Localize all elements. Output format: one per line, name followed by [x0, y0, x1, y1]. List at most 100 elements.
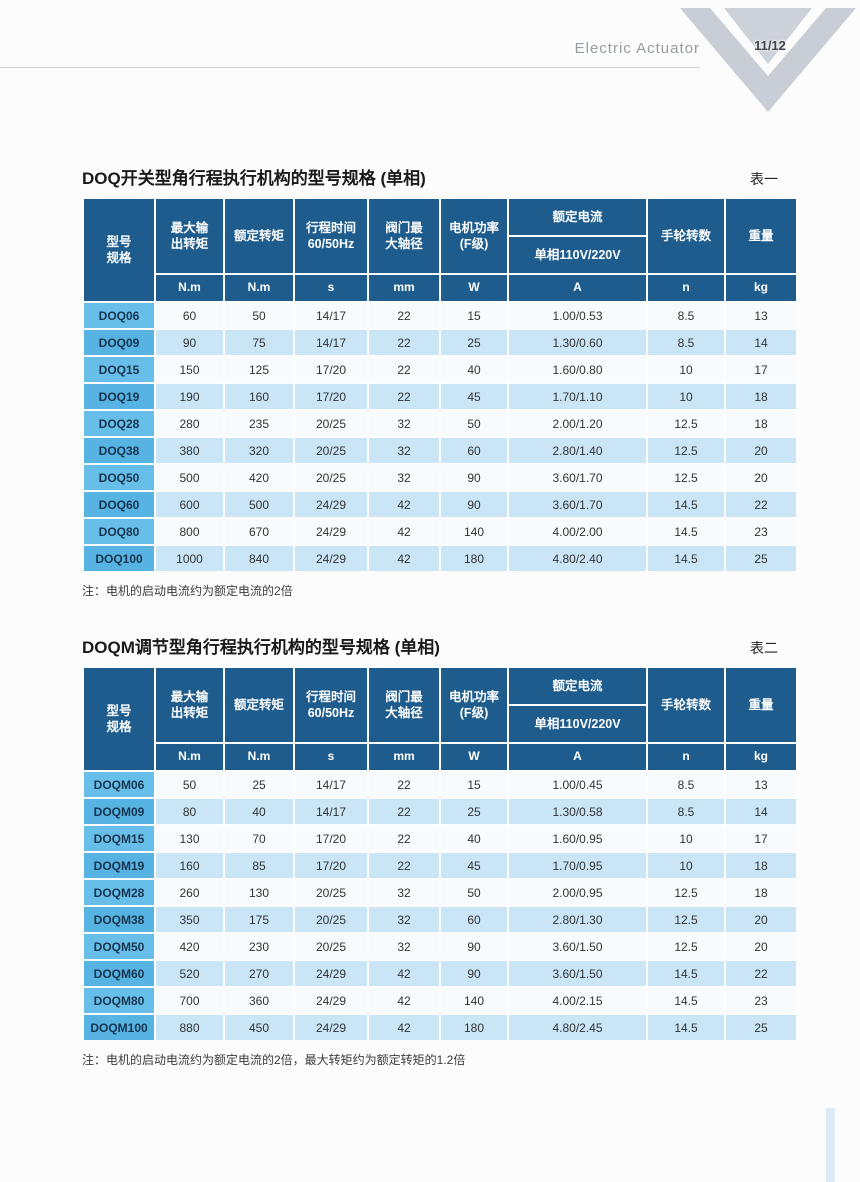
value-cell: 12.5: [648, 934, 724, 959]
table-row: DOQM09 80 40 14/17 22 25 1.30/0.58 8.5 14: [84, 799, 796, 824]
value-cell: 14/17: [295, 330, 367, 355]
value-cell: 235: [225, 411, 293, 436]
value-cell: 10: [648, 853, 724, 878]
unit-cell: A: [509, 744, 646, 770]
model-cell: DOQ06: [84, 303, 154, 328]
value-cell: 18: [726, 411, 796, 436]
value-cell: 14.5: [648, 1015, 724, 1040]
header-rule: [0, 67, 700, 68]
col-header-motor-power: 电机功率 (F级): [441, 668, 507, 742]
table-row: DOQ28 280 235 20/25 32 50 2.00/1.20 12.5 18: [84, 411, 796, 436]
model-cell: DOQM38: [84, 907, 154, 932]
value-cell: 17/20: [295, 384, 367, 409]
unit-cell: N.m: [156, 275, 223, 301]
unit-cell: s: [295, 744, 367, 770]
value-cell: 140: [441, 519, 507, 544]
value-cell: 20/25: [295, 907, 367, 932]
value-cell: 150: [156, 357, 223, 382]
value-cell: 20/25: [295, 880, 367, 905]
value-cell: 1.30/0.60: [509, 330, 646, 355]
unit-cell: A: [509, 275, 646, 301]
col-header-shaft-dia: 阀门最 大轴径: [369, 199, 439, 273]
value-cell: 45: [441, 853, 507, 878]
value-cell: 800: [156, 519, 223, 544]
table-row: DOQ06 60 50 14/17 22 15 1.00/0.53 8.5 13: [84, 303, 796, 328]
table-row: DOQM100 880 450 24/29 42 180 4.80/2.45 14.5 25: [84, 1015, 796, 1040]
value-cell: 40: [441, 357, 507, 382]
value-cell: 20/25: [295, 411, 367, 436]
value-cell: 23: [726, 988, 796, 1013]
value-cell: 18: [726, 853, 796, 878]
model-cell: DOQ50: [84, 465, 154, 490]
value-cell: 3.60/1.70: [509, 492, 646, 517]
value-cell: 10: [648, 826, 724, 851]
value-cell: 520: [156, 961, 223, 986]
col-header-motor-power: 电机功率 (F级): [441, 199, 507, 273]
model-cell: DOQM60: [84, 961, 154, 986]
model-cell: DOQ100: [84, 546, 154, 571]
unit-cell: n: [648, 275, 724, 301]
value-cell: 22: [369, 357, 439, 382]
value-cell: 18: [726, 384, 796, 409]
value-cell: 2.00/1.20: [509, 411, 646, 436]
table-row: DOQM06 50 25 14/17 22 15 1.00/0.45 8.5 13: [84, 772, 796, 797]
scan-edge-strip: [826, 1108, 835, 1182]
value-cell: 32: [369, 411, 439, 436]
model-cell: DOQ38: [84, 438, 154, 463]
model-cell: DOQ80: [84, 519, 154, 544]
col-header-rated-current: 额定电流: [509, 199, 646, 235]
brand-chevron-logo: [678, 8, 858, 112]
value-cell: 670: [225, 519, 293, 544]
value-cell: 42: [369, 988, 439, 1013]
model-cell: DOQ60: [84, 492, 154, 517]
table-label: 表二: [750, 640, 778, 656]
table-row: DOQM15 130 70 17/20 22 40 1.60/0.95 10 17: [84, 826, 796, 851]
value-cell: 8.5: [648, 330, 724, 355]
value-cell: 14/17: [295, 799, 367, 824]
table-row: DOQM50 420 230 20/25 32 90 3.60/1.50 12.5 20: [84, 934, 796, 959]
value-cell: 20/25: [295, 438, 367, 463]
value-cell: 60: [441, 438, 507, 463]
model-cell: DOQM80: [84, 988, 154, 1013]
value-cell: 24/29: [295, 988, 367, 1013]
value-cell: 50: [225, 303, 293, 328]
value-cell: 600: [156, 492, 223, 517]
col-subheader-voltage: 单相110V/220V: [509, 237, 646, 273]
table-row: DOQ19 190 160 17/20 22 45 1.70/1.10 10 18: [84, 384, 796, 409]
value-cell: 24/29: [295, 1015, 367, 1040]
unit-cell: kg: [726, 275, 796, 301]
value-cell: 20: [726, 907, 796, 932]
value-cell: 22: [369, 799, 439, 824]
col-header-max-torque: 最大输 出转矩: [156, 199, 223, 273]
value-cell: 25: [225, 772, 293, 797]
value-cell: 24/29: [295, 492, 367, 517]
value-cell: 32: [369, 934, 439, 959]
value-cell: 360: [225, 988, 293, 1013]
value-cell: 24/29: [295, 519, 367, 544]
value-cell: 700: [156, 988, 223, 1013]
value-cell: 17: [726, 357, 796, 382]
section-title-row: DOQ开关型角行程执行机构的型号规格 (单相) 表一: [82, 164, 778, 189]
value-cell: 4.80/2.45: [509, 1015, 646, 1040]
col-header-rated-torque: 额定转矩: [225, 668, 293, 742]
value-cell: 25: [441, 799, 507, 824]
unit-cell: n: [648, 744, 724, 770]
value-cell: 12.5: [648, 907, 724, 932]
value-cell: 32: [369, 880, 439, 905]
col-header-model: 型号 规格: [84, 668, 154, 770]
value-cell: 75: [225, 330, 293, 355]
unit-cell: s: [295, 275, 367, 301]
value-cell: 420: [225, 465, 293, 490]
table-row: DOQM19 160 85 17/20 22 45 1.70/0.95 10 18: [84, 853, 796, 878]
model-cell: DOQM28: [84, 880, 154, 905]
model-cell: DOQM19: [84, 853, 154, 878]
unit-cell: W: [441, 275, 507, 301]
doc-label: Electric Actuator: [574, 40, 700, 57]
value-cell: 280: [156, 411, 223, 436]
col-header-max-torque: 最大输 出转矩: [156, 668, 223, 742]
model-cell: DOQ28: [84, 411, 154, 436]
value-cell: 130: [225, 880, 293, 905]
table-row: DOQ60 600 500 24/29 42 90 3.60/1.70 14.5 22: [84, 492, 796, 517]
value-cell: 10: [648, 357, 724, 382]
value-cell: 50: [441, 880, 507, 905]
